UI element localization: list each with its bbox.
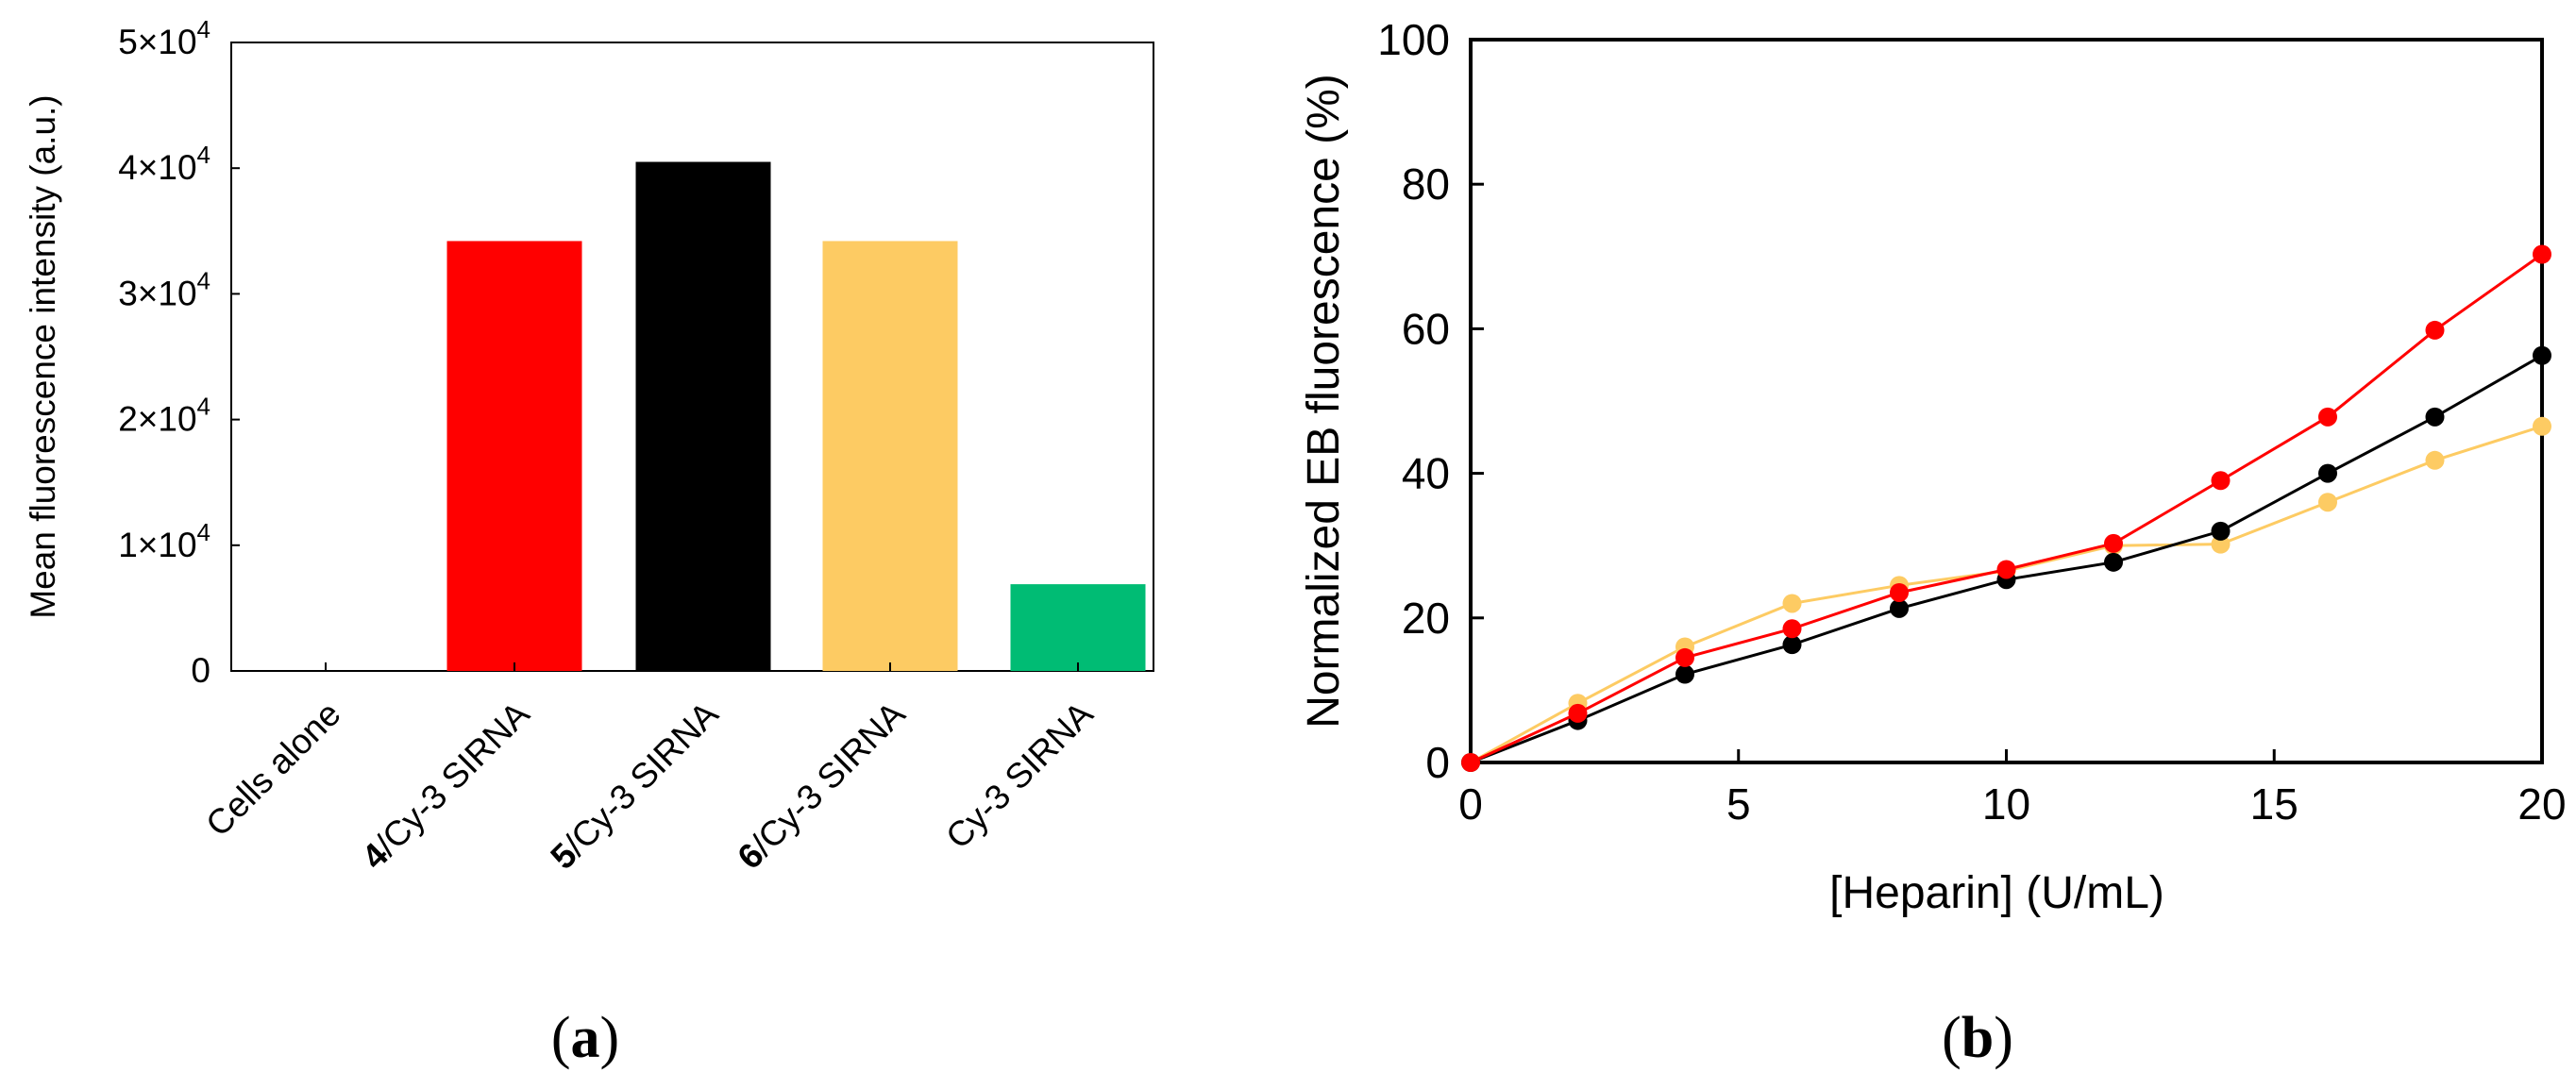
x-tick-label: Cells alone (198, 695, 347, 844)
data-point (1461, 753, 1480, 772)
data-point (1890, 598, 1909, 618)
x-tick-label: 5 (1726, 779, 1751, 829)
data-point (2211, 471, 2231, 491)
panel-b-line-chart: 0 20 40 60 80 100 0 5 10 15 20 [Heparin] (U/mL) Norm… (1299, 15, 2567, 1070)
series-4 (1461, 244, 2551, 772)
data-point (2425, 407, 2445, 427)
x-tick-label: 6/Cy-3 SIRNA (730, 694, 913, 877)
x-tick-label: Cy-3 SIRNA (938, 694, 1101, 856)
series-line (1470, 253, 2543, 764)
bar (635, 161, 771, 672)
panel-label: (b) (1942, 1006, 2013, 1070)
y-tick-label: 1×104 (118, 518, 210, 564)
series-6 (1461, 416, 2551, 772)
y-tick-label: 80 (1402, 159, 1450, 209)
data-point (1782, 619, 1802, 639)
y-tick-label: 60 (1402, 304, 1450, 353)
series-line (1470, 354, 2543, 764)
x-tick-label: 10 (1982, 779, 2030, 829)
y-tick-label: 20 (1402, 594, 1450, 643)
x-tick-label: 15 (2250, 779, 2298, 829)
data-point (1675, 647, 1694, 667)
y-axis-label: Mean fluorescence intensity (a.u.) (24, 94, 62, 618)
data-point (2533, 345, 2551, 365)
plot-frame (1469, 38, 2544, 764)
data-point (2533, 244, 2551, 264)
data-point (1782, 594, 1802, 613)
x-tick-label: 4/Cy-3 SIRNA (354, 694, 537, 877)
data-point (1890, 582, 1909, 602)
data-point (2318, 407, 2337, 427)
x-axis-label: [Heparin] (U/mL) (1829, 868, 2164, 918)
data-point (2533, 416, 2551, 436)
x-tick-label: 5/Cy-3 SIRNA (543, 694, 726, 877)
x-tick-label: 0 (1458, 779, 1483, 829)
series-5 (1461, 345, 2551, 772)
bar (822, 241, 958, 671)
data-point (1568, 703, 1588, 723)
bar (446, 241, 582, 671)
bar (1010, 584, 1146, 671)
y-tick-label: 3×104 (118, 266, 210, 312)
data-point (2104, 552, 2123, 572)
y-tick-label: 0 (191, 651, 210, 690)
panel-label: (a) (551, 1006, 619, 1070)
data-point (2318, 463, 2337, 483)
y-tick-label: 0 (1425, 738, 1450, 787)
y-tick-label: 40 (1402, 449, 1450, 498)
data-point (2211, 521, 2231, 541)
data-point (1782, 635, 1802, 655)
y-tick-label: 4×104 (118, 141, 210, 187)
data-point (2318, 493, 2337, 512)
y-tick-label: 5×104 (118, 15, 210, 61)
y-tick-label: 2×104 (118, 393, 210, 439)
data-point (2211, 534, 2231, 554)
y-axis-label: Normalized EB fluorescence (%) (1299, 74, 1349, 729)
data-point (2104, 533, 2123, 553)
data-point (1675, 664, 1694, 684)
y-tick-label: 100 (1377, 15, 1450, 64)
series-line (1470, 425, 2543, 764)
data-point (1996, 560, 2016, 579)
panel-a-bar-chart: 0 1×104 2×104 3×104 4×104 5×104 Mean fluoresce… (24, 15, 1154, 1070)
x-tick-label: 20 (2517, 779, 2566, 829)
data-point (2425, 320, 2445, 340)
data-point (2425, 450, 2445, 470)
